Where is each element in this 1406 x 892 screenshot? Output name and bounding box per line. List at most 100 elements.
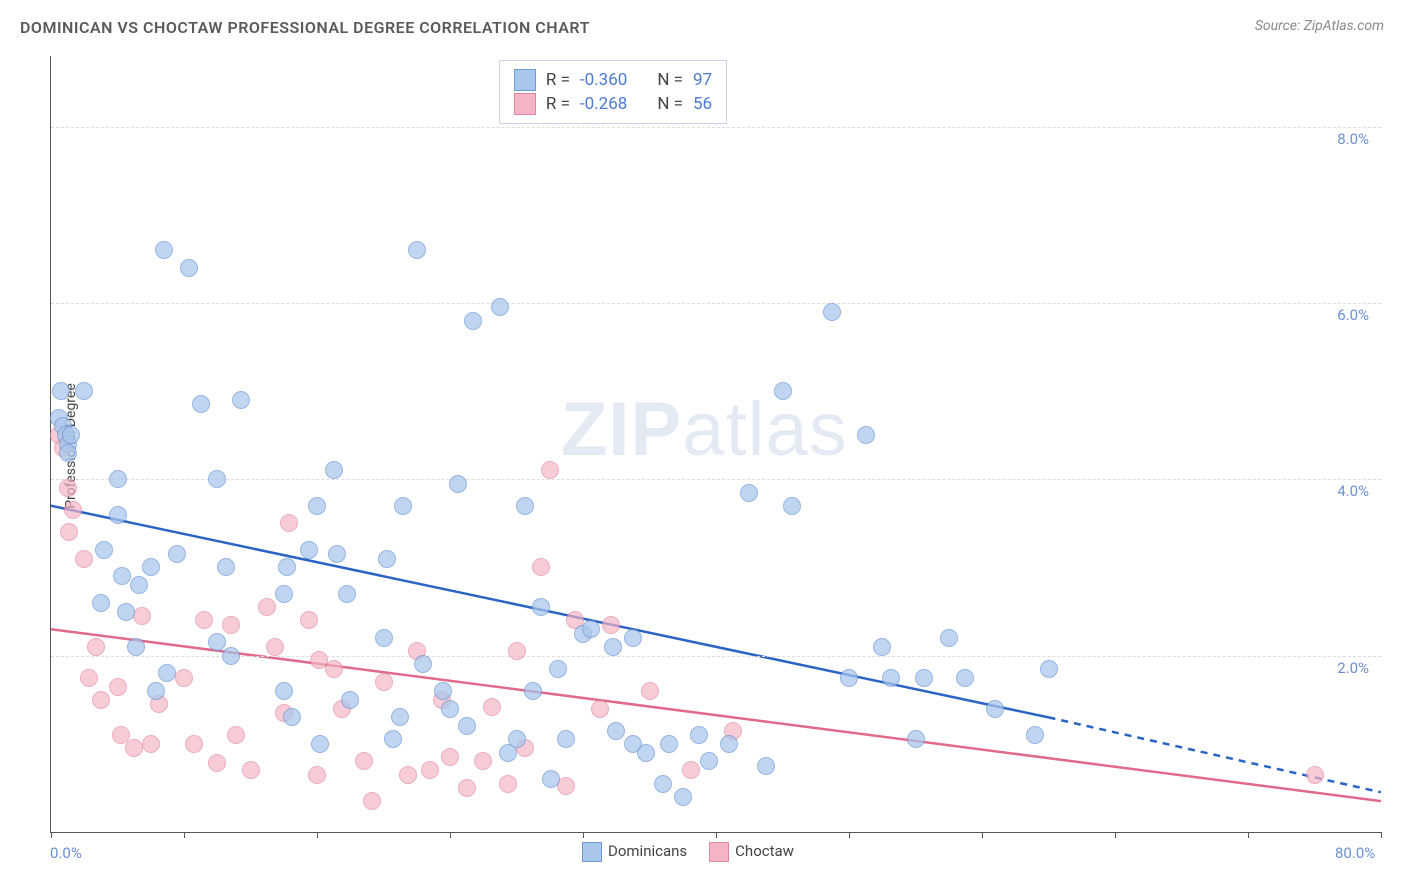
- legend-n-value: 56: [693, 94, 712, 114]
- scatter-point-choctaw: [109, 678, 127, 696]
- scatter-point-dominicans: [192, 395, 210, 413]
- scatter-point-dominicans: [1026, 726, 1044, 744]
- scatter-point-dominicans: [637, 744, 655, 762]
- scatter-point-choctaw: [363, 792, 381, 810]
- scatter-point-dominicans: [458, 717, 476, 735]
- legend-swatch: [582, 842, 602, 862]
- scatter-point-choctaw: [133, 607, 151, 625]
- scatter-point-dominicans: [52, 382, 70, 400]
- scatter-point-dominicans: [117, 603, 135, 621]
- scatter-point-choctaw: [399, 766, 417, 784]
- scatter-point-dominicans: [783, 497, 801, 515]
- scatter-point-choctaw: [258, 598, 276, 616]
- scatter-point-choctaw: [59, 479, 77, 497]
- x-axis-min-label: 0.0%: [50, 844, 82, 862]
- scatter-point-dominicans: [604, 638, 622, 656]
- scatter-point-choctaw: [308, 766, 326, 784]
- legend-swatch: [514, 93, 536, 115]
- scatter-point-choctaw: [532, 558, 550, 576]
- x-tick: [583, 832, 584, 838]
- scatter-point-dominicans: [311, 735, 329, 753]
- scatter-point-choctaw: [175, 669, 193, 687]
- scatter-point-dominicans: [222, 647, 240, 665]
- scatter-point-dominicans: [384, 730, 402, 748]
- scatter-point-choctaw: [208, 754, 226, 772]
- scatter-point-dominicans: [956, 669, 974, 687]
- scatter-point-dominicans: [915, 669, 933, 687]
- scatter-point-dominicans: [158, 664, 176, 682]
- scatter-point-dominicans: [325, 461, 343, 479]
- regression-lines: [51, 56, 1381, 832]
- scatter-point-dominicans: [700, 752, 718, 770]
- y-tick-label: 8.0%: [1337, 130, 1369, 148]
- scatter-point-dominicans: [582, 620, 600, 638]
- legend-swatch: [514, 69, 536, 91]
- scatter-point-choctaw: [602, 616, 620, 634]
- legend-r-value: -0.268: [580, 94, 627, 114]
- scatter-point-dominicans: [180, 259, 198, 277]
- x-tick: [982, 832, 983, 838]
- x-tick: [51, 832, 52, 838]
- scatter-point-choctaw: [591, 700, 609, 718]
- legend-r-value: -0.360: [580, 70, 627, 90]
- scatter-plot-area: ZIPatlas 2.0%4.0%6.0%8.0%: [50, 56, 1381, 833]
- scatter-point-choctaw: [87, 638, 105, 656]
- scatter-point-dominicans: [940, 629, 958, 647]
- gridline: [51, 479, 1381, 480]
- scatter-point-dominicans: [674, 788, 692, 806]
- scatter-point-dominicans: [882, 669, 900, 687]
- legend-item: Dominicans: [582, 842, 687, 862]
- scatter-point-choctaw: [421, 761, 439, 779]
- watermark: ZIPatlas: [561, 386, 848, 473]
- scatter-point-dominicans: [857, 426, 875, 444]
- scatter-point-dominicans: [217, 558, 235, 576]
- scatter-point-choctaw: [541, 461, 559, 479]
- scatter-point-dominicans: [113, 567, 131, 585]
- chart-title: DOMINICAN VS CHOCTAW PROFESSIONAL DEGREE…: [20, 18, 590, 37]
- scatter-point-dominicans: [607, 722, 625, 740]
- scatter-point-dominicans: [524, 682, 542, 700]
- scatter-point-dominicans: [654, 775, 672, 793]
- scatter-point-dominicans: [300, 541, 318, 559]
- scatter-point-dominicans: [127, 638, 145, 656]
- scatter-point-dominicans: [168, 545, 186, 563]
- scatter-point-dominicans: [62, 426, 80, 444]
- scatter-point-dominicans: [75, 382, 93, 400]
- scatter-point-choctaw: [499, 775, 517, 793]
- scatter-point-dominicans: [823, 303, 841, 321]
- legend-bottom: DominicansChoctaw: [582, 842, 794, 862]
- scatter-point-dominicans: [109, 470, 127, 488]
- x-tick: [317, 832, 318, 838]
- scatter-point-dominicans: [557, 730, 575, 748]
- scatter-point-dominicans: [130, 576, 148, 594]
- gridline: [51, 303, 1381, 304]
- scatter-point-dominicans: [308, 497, 326, 515]
- scatter-point-dominicans: [338, 585, 356, 603]
- legend-swatch: [709, 842, 729, 862]
- scatter-point-choctaw: [641, 682, 659, 700]
- scatter-point-dominicans: [208, 470, 226, 488]
- scatter-point-choctaw: [682, 761, 700, 779]
- scatter-point-dominicans: [434, 682, 452, 700]
- scatter-point-dominicans: [95, 541, 113, 559]
- scatter-point-dominicans: [414, 655, 432, 673]
- scatter-point-choctaw: [125, 739, 143, 757]
- x-tick: [184, 832, 185, 838]
- x-tick: [716, 832, 717, 838]
- x-tick: [1381, 832, 1382, 838]
- scatter-point-dominicans: [986, 700, 1004, 718]
- scatter-point-choctaw: [142, 735, 160, 753]
- scatter-point-dominicans: [147, 682, 165, 700]
- legend-r-label: R =: [546, 70, 570, 90]
- scatter-point-dominicans: [660, 735, 678, 753]
- scatter-point-dominicans: [449, 475, 467, 493]
- scatter-point-choctaw: [64, 501, 82, 519]
- scatter-point-dominicans: [59, 444, 77, 462]
- scatter-point-choctaw: [458, 779, 476, 797]
- scatter-point-dominicans: [109, 506, 127, 524]
- scatter-point-dominicans: [542, 770, 560, 788]
- legend-correlation: R =-0.360N =97R =-0.268N =56: [499, 60, 727, 124]
- scatter-point-dominicans: [1040, 660, 1058, 678]
- scatter-point-dominicans: [840, 669, 858, 687]
- scatter-point-dominicans: [508, 730, 526, 748]
